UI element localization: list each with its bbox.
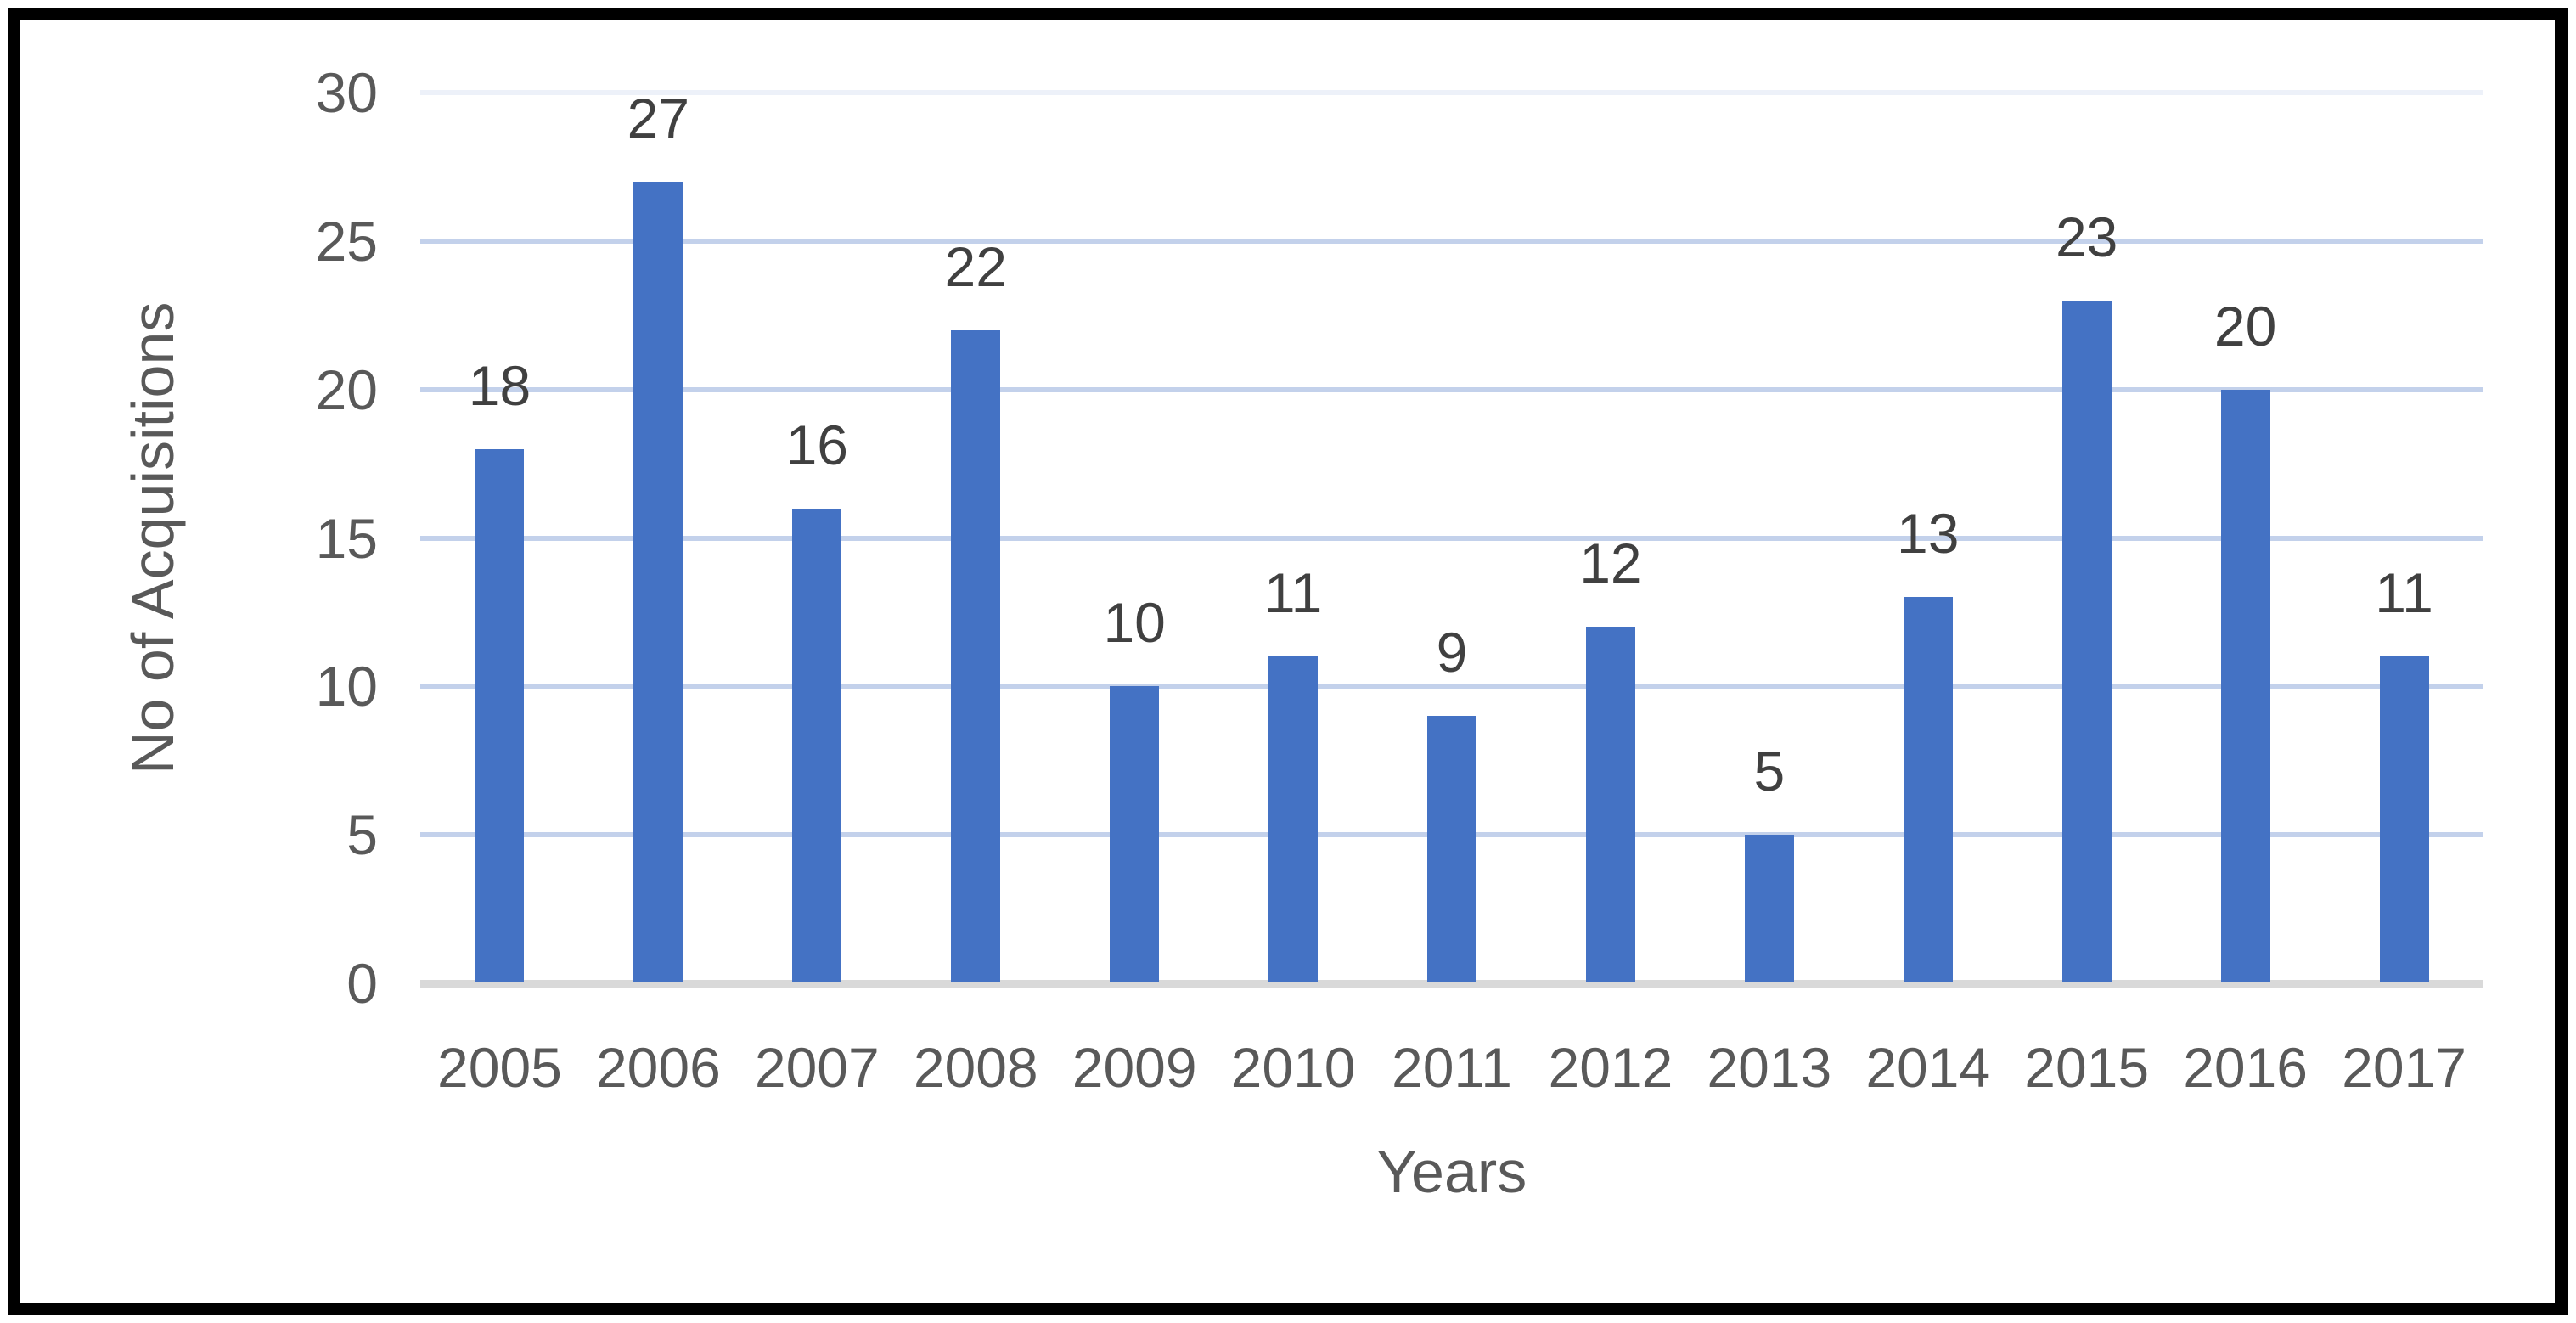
bar-2014 (1903, 597, 1953, 982)
gridline-y10 (420, 684, 2483, 690)
bar-value-label: 11 (1263, 561, 1323, 625)
gridline-y20 (420, 386, 2483, 392)
y-tick-label: 5 (346, 803, 378, 867)
bar-2005 (475, 448, 525, 982)
y-tick-label: 10 (315, 655, 378, 718)
gridline-y30 (420, 90, 2483, 95)
bar-2016 (2220, 389, 2270, 982)
bar-2011 (1427, 716, 1476, 982)
x-tick-label: 2015 (2024, 1036, 2150, 1099)
bar-value-label: 9 (1436, 621, 1468, 684)
bar-value-label: 22 (944, 234, 1007, 298)
bar-2015 (2061, 300, 2112, 982)
x-tick-label: 2005 (437, 1036, 562, 1099)
bar-2008 (951, 329, 1001, 982)
bar-2010 (1268, 656, 1319, 982)
bar-2009 (1110, 686, 1160, 982)
y-tick-label: 15 (315, 506, 378, 570)
gridline-y15 (420, 535, 2483, 541)
x-tick-label: 2017 (2342, 1036, 2466, 1099)
bar-value-label: 10 (1103, 591, 1166, 655)
x-tick-label: 2012 (1548, 1036, 1673, 1099)
y-tick-label: 25 (315, 209, 378, 273)
bar-value-label: 18 (468, 353, 532, 417)
x-axis-title: Years (1376, 1139, 1527, 1205)
x-tick-label: 2010 (1230, 1036, 1356, 1099)
y-tick-label: 20 (315, 357, 378, 421)
plot-area: 18 27 16 22 10 11 9 12 5 13 23 20 11 (420, 87, 2483, 988)
bar-2012 (1585, 627, 1635, 982)
gridline-y25 (420, 238, 2483, 244)
bar-value-label: 11 (2375, 561, 2433, 625)
x-tick-label: 2007 (754, 1036, 880, 1099)
bar-value-label: 12 (1579, 532, 1642, 595)
bar-value-label: 23 (2055, 205, 2118, 268)
x-tick-label: 2011 (1392, 1036, 1512, 1099)
bar-2007 (792, 508, 842, 982)
bar-value-label: 5 (1753, 740, 1786, 803)
x-tick-label: 2014 (1865, 1036, 1991, 1099)
x-tick-label: 2009 (1071, 1036, 1197, 1099)
bar-value-label: 27 (627, 86, 690, 149)
bar-value-label: 16 (785, 413, 849, 476)
bar-value-label: 20 (2213, 294, 2277, 357)
bar-value-label: 13 (1897, 502, 1960, 566)
y-tick-label: 30 (315, 61, 378, 124)
x-tick-label: 2013 (1707, 1036, 1832, 1099)
y-tick-label: 0 (346, 952, 378, 1015)
x-axis-line (420, 980, 2483, 988)
bar-2017 (2379, 656, 2429, 982)
bar-2006 (633, 181, 683, 982)
bar-2013 (1744, 835, 1794, 982)
x-tick-label: 2016 (2183, 1036, 2309, 1099)
x-tick-label: 2008 (913, 1036, 1038, 1099)
x-tick-label: 2006 (595, 1036, 721, 1099)
